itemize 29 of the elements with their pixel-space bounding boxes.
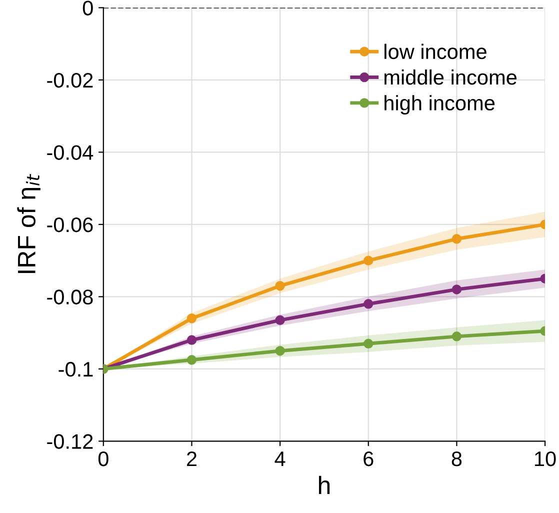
y-tick-label: 0 — [82, 0, 93, 16]
point — [186, 355, 197, 365]
point — [364, 256, 374, 266]
point — [186, 314, 197, 324]
y-axis-title: IRF of η$_{it}$ — [17, 174, 40, 274]
point — [364, 338, 374, 349]
y-tick-label: -0.12 — [47, 434, 93, 449]
y-tick-label: -0.1 — [58, 362, 93, 377]
y-tick-label: -0.04 — [47, 145, 94, 160]
y-tick-label: -0.06 — [47, 217, 93, 232]
x-tick-label: 2 — [186, 451, 196, 466]
x-tick-label: 0 — [98, 451, 108, 466]
point — [275, 315, 285, 326]
x-tick-label: 4 — [274, 452, 286, 466]
legend-label: middle income — [384, 69, 517, 85]
legend-label: high income — [384, 95, 495, 115]
x-tick-label: 6 — [364, 451, 374, 466]
y-tick-label: -0.02 — [47, 72, 93, 88]
point — [364, 299, 374, 309]
x-tick-label: 10 — [535, 451, 556, 466]
legend-label: low income — [384, 44, 486, 60]
x-tick-label: 8 — [452, 451, 462, 466]
point — [452, 234, 462, 244]
point — [452, 284, 462, 294]
x-axis-title: h — [319, 476, 330, 494]
y-tick-label: -0.08 — [47, 290, 93, 304]
point — [275, 280, 285, 291]
point — [275, 346, 285, 356]
point — [452, 332, 462, 342]
